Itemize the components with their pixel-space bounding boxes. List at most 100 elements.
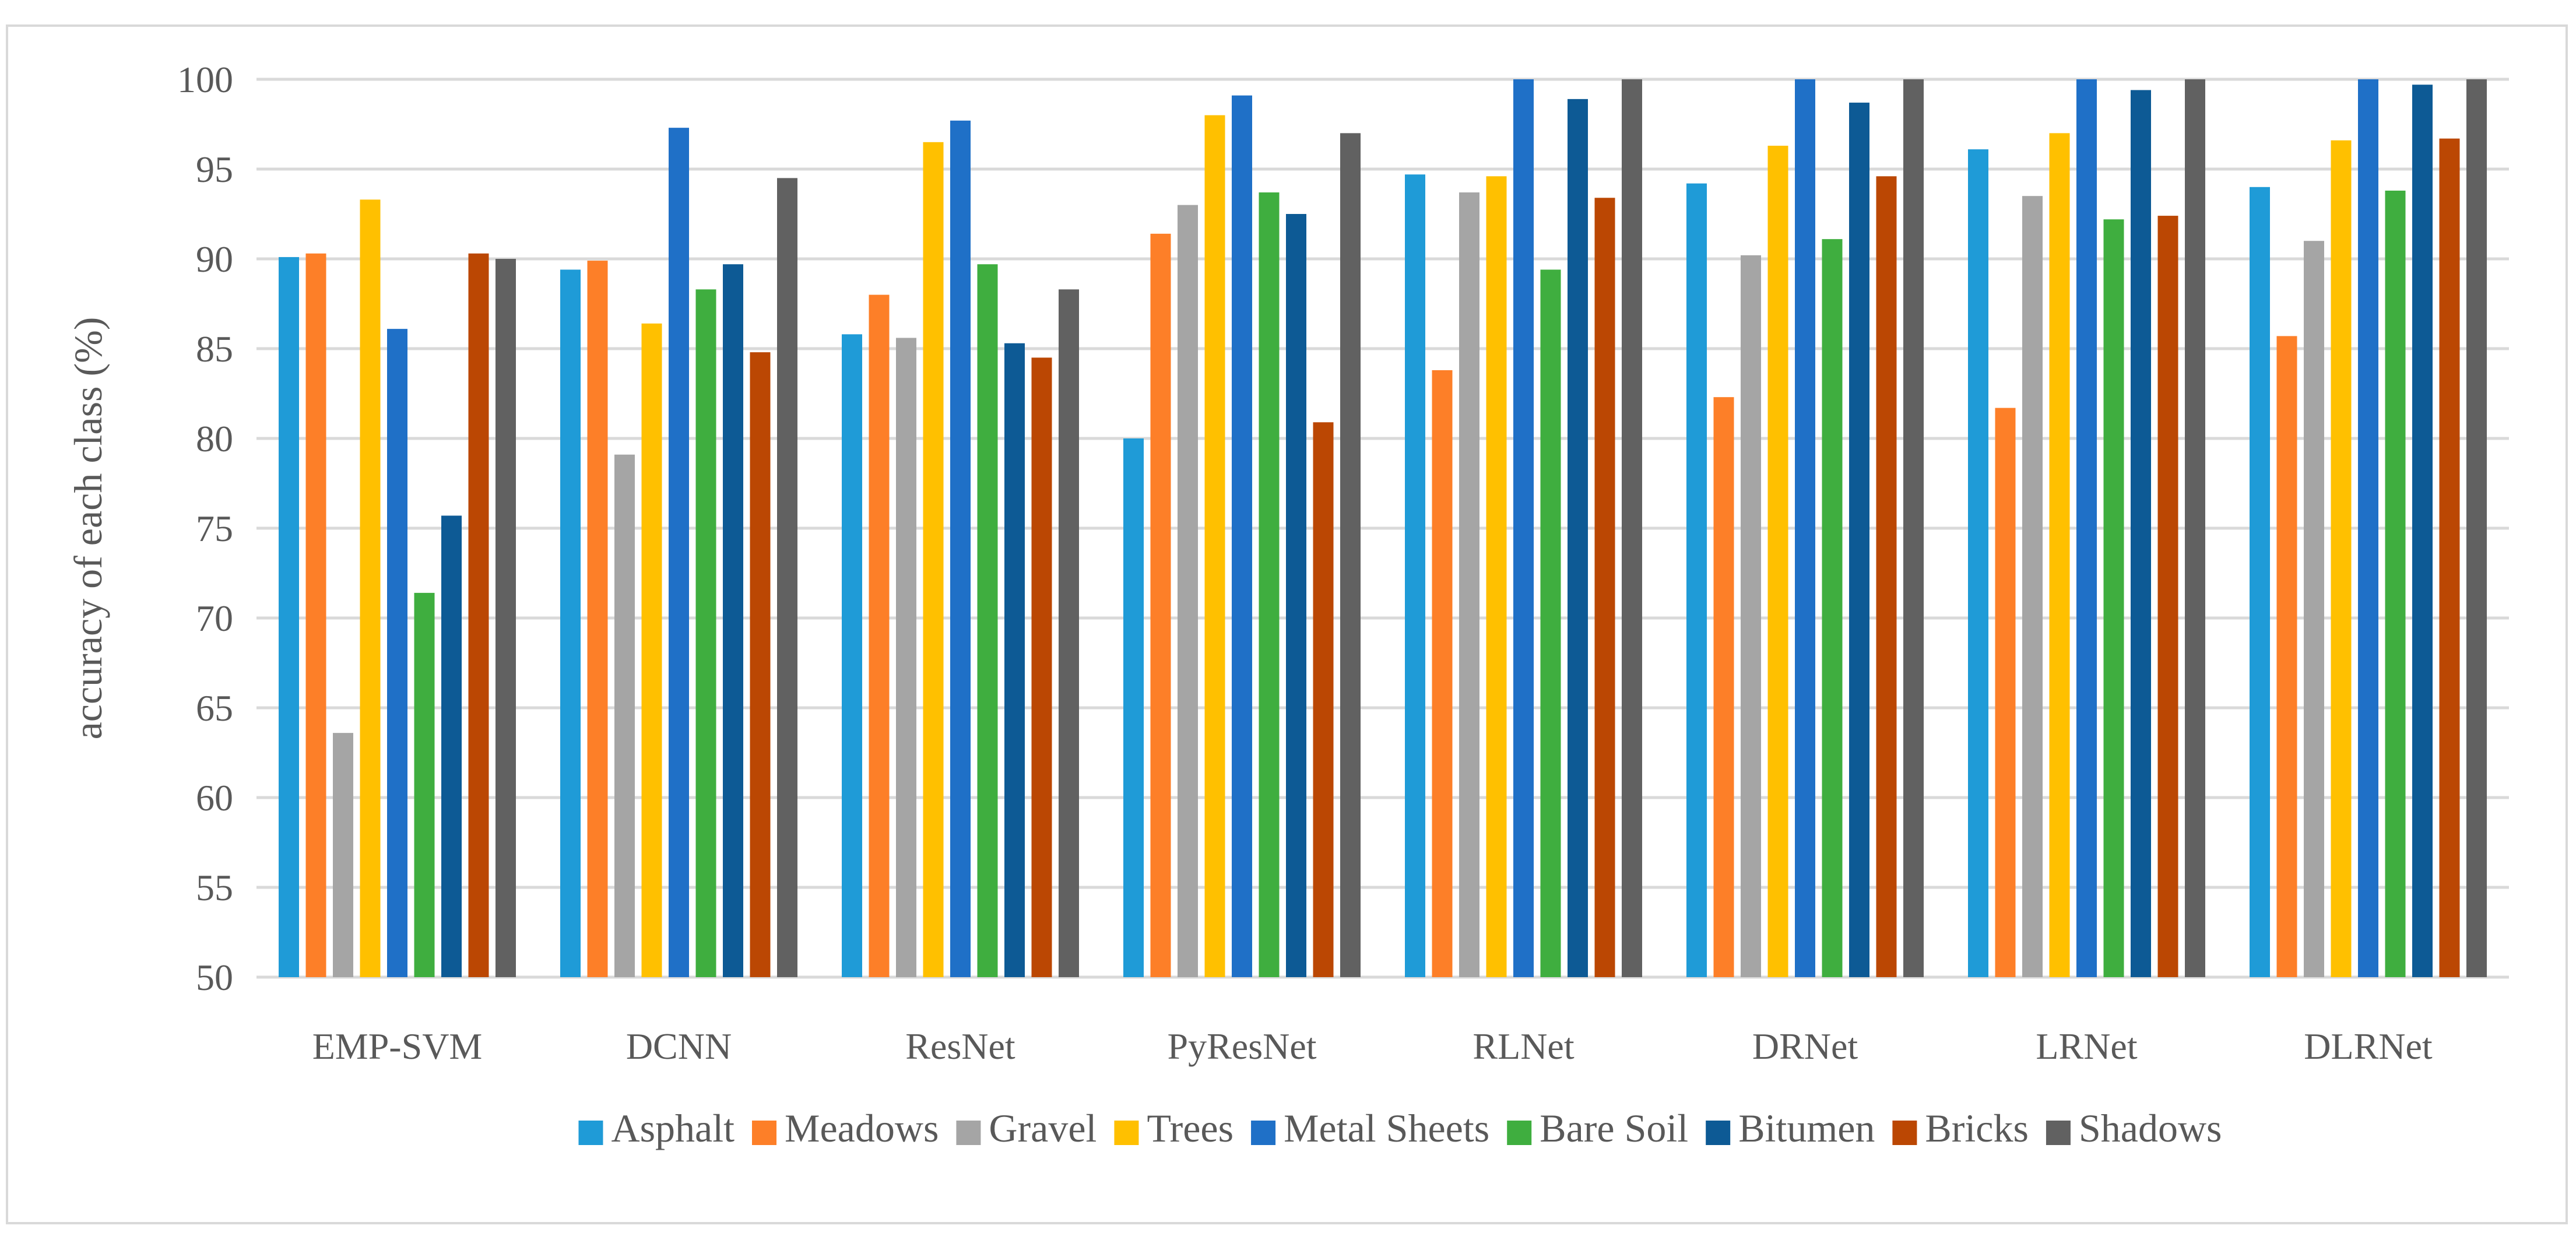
bar-dlrnet-meadows <box>2276 336 2297 978</box>
y-tick-80: 80 <box>196 418 233 459</box>
bar-rlnet-trees <box>1486 176 1507 977</box>
bar-lrnet-metal-sheets <box>2076 79 2097 977</box>
legend-swatch <box>578 1121 603 1145</box>
bar-resnet-bare-soil <box>977 264 998 977</box>
bar-emp-svm-shadows <box>495 259 516 977</box>
legend-label: Meadows <box>785 1106 939 1150</box>
bar-resnet-trees <box>923 142 944 977</box>
x-tick-emp-svm: EMP-SVM <box>312 1026 483 1067</box>
y-tick-85: 85 <box>196 328 233 370</box>
bar-rlnet-bricks <box>1594 198 1615 977</box>
bar-rlnet-gravel <box>1459 192 1479 977</box>
legend-item-asphalt: Asphalt <box>578 1106 735 1150</box>
bar-dlrnet-shadows <box>2466 79 2487 977</box>
bar-pyresnet-trees <box>1204 115 1225 978</box>
y-tick-100: 100 <box>177 59 233 100</box>
bar-lrnet-asphalt <box>1968 149 1988 977</box>
bar-dlrnet-trees <box>2331 140 2352 978</box>
bar-lrnet-shadows <box>2185 79 2205 977</box>
legend-swatch <box>1892 1121 1917 1145</box>
legend-item-meadows: Meadows <box>752 1106 939 1150</box>
bar-rlnet-asphalt <box>1405 174 1425 977</box>
legend-item-bare-soil: Bare Soil <box>1507 1106 1688 1150</box>
legend-label: Metal Sheets <box>1284 1106 1489 1150</box>
legend-label: Bricks <box>1925 1106 2029 1150</box>
x-tick-lrnet: LRNet <box>2036 1026 2137 1067</box>
bar-resnet-metal-sheets <box>950 120 971 978</box>
bar-emp-svm-gravel <box>333 733 353 977</box>
legend-swatch <box>1114 1121 1139 1145</box>
bar-lrnet-bitumen <box>2131 90 2151 978</box>
bar-drnet-bitumen <box>1849 103 1869 977</box>
bar-dcnn-meadows <box>587 261 608 978</box>
y-tick-60: 60 <box>196 777 233 819</box>
bar-drnet-trees <box>1767 145 1788 978</box>
legend-label: Shadows <box>2079 1106 2222 1150</box>
legend-swatch <box>956 1121 981 1145</box>
bar-dlrnet-bare-soil <box>2385 190 2406 978</box>
bar-drnet-meadows <box>1713 397 1734 977</box>
bar-pyresnet-bare-soil <box>1259 192 1280 977</box>
y-axis-title: accuracy of each class (%) <box>66 317 110 740</box>
x-tick-pyresnet: PyResNet <box>1168 1026 1317 1067</box>
bar-dlrnet-asphalt <box>2250 187 2270 977</box>
bar-drnet-bricks <box>1876 176 1897 977</box>
bar-pyresnet-meadows <box>1150 233 1171 977</box>
chart-frame: 50 55 60 65 70 75 80 85 90 95 100 EMP-SVM DCNN ResNe… <box>6 24 2568 1224</box>
bar-emp-svm-asphalt <box>279 257 299 977</box>
bar-dcnn-shadows <box>777 178 797 977</box>
bar-resnet-asphalt <box>842 334 862 977</box>
bar-emp-svm-bitumen <box>441 515 462 977</box>
bar-pyresnet-gravel <box>1178 205 1198 978</box>
bar-dcnn-metal-sheets <box>669 128 689 977</box>
y-tick-75: 75 <box>196 508 233 549</box>
bar-pyresnet-shadows <box>1340 133 1361 977</box>
legend-swatch <box>2046 1121 2071 1145</box>
bar-emp-svm-bricks <box>468 253 489 977</box>
legend-item-shadows: Shadows <box>2046 1106 2222 1150</box>
bar-dlrnet-metal-sheets <box>2358 79 2378 977</box>
bar-drnet-metal-sheets <box>1795 79 1815 977</box>
bar-rlnet-metal-sheets <box>1513 79 1534 977</box>
bar-pyresnet-metal-sheets <box>1232 95 1252 978</box>
bar-dcnn-bricks <box>750 352 771 978</box>
bar-emp-svm-trees <box>360 199 381 977</box>
bar-dcnn-bitumen <box>723 264 743 977</box>
bar-lrnet-bricks <box>2157 216 2178 978</box>
x-tick-rlnet: RLNet <box>1472 1026 1574 1067</box>
bar-rlnet-bare-soil <box>1540 269 1561 978</box>
bar-dcnn-gravel <box>614 454 635 977</box>
y-tick-55: 55 <box>196 867 233 908</box>
x-tick-drnet: DRNet <box>1752 1026 1858 1067</box>
y-tick-65: 65 <box>196 687 233 729</box>
bar-dcnn-bare-soil <box>695 289 716 977</box>
bar-dlrnet-bitumen <box>2412 85 2433 977</box>
y-tick-90: 90 <box>196 238 233 280</box>
bar-dcnn-asphalt <box>560 269 581 978</box>
y-tick-95: 95 <box>196 149 233 190</box>
legend: Asphalt Meadows Gravel Trees Metal Sheets Bar… <box>578 1106 2222 1150</box>
legend-swatch <box>1706 1121 1731 1145</box>
legend-label: Bitumen <box>1738 1106 1875 1150</box>
legend-swatch <box>1251 1121 1276 1145</box>
legend-swatch <box>752 1121 777 1145</box>
bar-pyresnet-bitumen <box>1286 214 1306 977</box>
bar-emp-svm-metal-sheets <box>387 329 407 977</box>
legend-label: Bare Soil <box>1540 1106 1688 1150</box>
bar-resnet-gravel <box>896 338 916 977</box>
legend-item-metal-sheets: Metal Sheets <box>1251 1106 1489 1150</box>
bar-lrnet-gravel <box>2022 196 2043 978</box>
legend-label: Asphalt <box>611 1106 735 1150</box>
x-tick-dcnn: DCNN <box>626 1026 732 1067</box>
bar-pyresnet-bricks <box>1313 422 1334 977</box>
bar-resnet-bricks <box>1031 357 1052 977</box>
bar-emp-svm-bare-soil <box>414 592 435 977</box>
bars <box>279 79 2487 978</box>
y-tick-labels: 50 55 60 65 70 75 80 85 90 95 100 <box>177 59 233 998</box>
legend-label: Trees <box>1147 1106 1233 1150</box>
bar-lrnet-meadows <box>1995 408 2016 977</box>
x-tick-resnet: ResNet <box>905 1026 1015 1067</box>
bar-resnet-shadows <box>1059 289 1079 977</box>
legend-item-bricks: Bricks <box>1892 1106 2029 1150</box>
legend-item-gravel: Gravel <box>956 1106 1097 1150</box>
